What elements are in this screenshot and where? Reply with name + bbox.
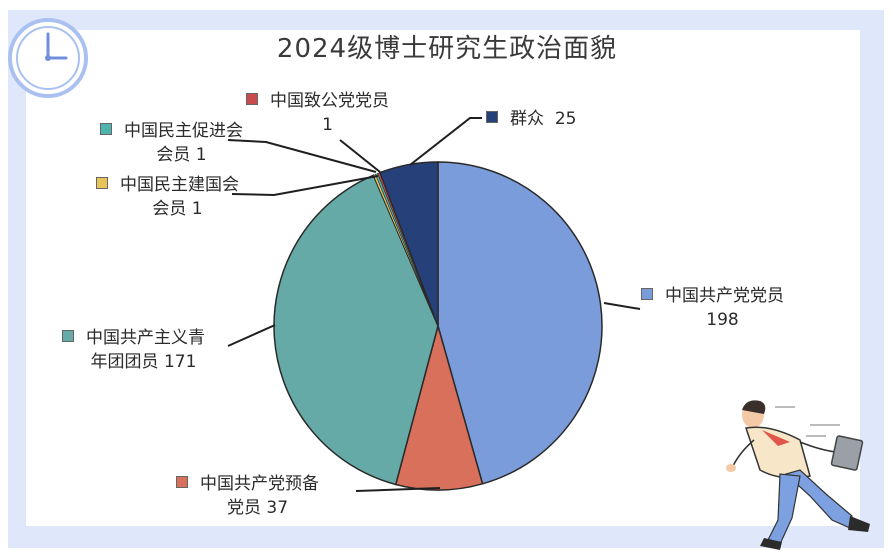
- slice-ccp-member: [437, 161, 603, 485]
- leader-line: [409, 117, 482, 166]
- legend-swatch: [176, 476, 188, 488]
- label-text: 中国民主促进会: [124, 121, 243, 141]
- legend-swatch: [62, 330, 74, 342]
- label-value: 会员 1: [156, 145, 207, 165]
- slice-cyl-member: [273, 174, 439, 486]
- slice-ccp-probationary: [394, 323, 484, 491]
- label-ccp-member: 中国共产党党员 198: [641, 284, 784, 332]
- chart-title: 2024级博士研究生政治面貌: [276, 34, 618, 64]
- legend-swatch: [246, 93, 258, 105]
- leader-line: [339, 139, 381, 173]
- label-value: 会员 1: [152, 199, 203, 219]
- label-text: 中国共产党预备: [200, 474, 319, 494]
- slice-masses: [378, 161, 439, 327]
- label-value: 年团团员 171: [90, 352, 197, 372]
- legend-swatch: [100, 123, 112, 135]
- leader-line: [227, 324, 276, 347]
- label-text: 群众: [510, 109, 544, 129]
- clock-icon: [8, 18, 88, 98]
- leader-line: [231, 175, 379, 197]
- running-man-illustration: [726, 400, 870, 550]
- label-text: 中国共产主义青: [86, 328, 205, 348]
- label-capd-member: 中国民主促进会 会员 1: [100, 119, 243, 167]
- label-cndca-member: 中国民主建国会 会员 1: [96, 173, 239, 221]
- legend-swatch: [641, 288, 653, 300]
- label-masses: 群众 25: [486, 107, 576, 131]
- label-value: 198: [706, 310, 739, 330]
- label-text: 中国民主建国会: [120, 175, 239, 195]
- label-value: 1: [322, 115, 333, 135]
- label-text: 中国致公党党员: [270, 91, 389, 111]
- label-value: 25: [554, 109, 577, 129]
- legend-swatch: [96, 177, 108, 189]
- label-text: 中国共产党党员: [665, 286, 784, 306]
- legend-swatch: [486, 111, 498, 123]
- label-ccp-probationary: 中国共产党预备 党员 37: [176, 472, 319, 520]
- label-zhigong-member: 中国致公党党员 1: [246, 89, 389, 137]
- label-value: 党员 37: [226, 498, 289, 518]
- leader-line: [355, 487, 441, 492]
- leader-line: [603, 302, 641, 310]
- label-cyl-member: 中国共产主义青 年团团员 171: [62, 326, 205, 374]
- leader-line: [227, 139, 377, 173]
